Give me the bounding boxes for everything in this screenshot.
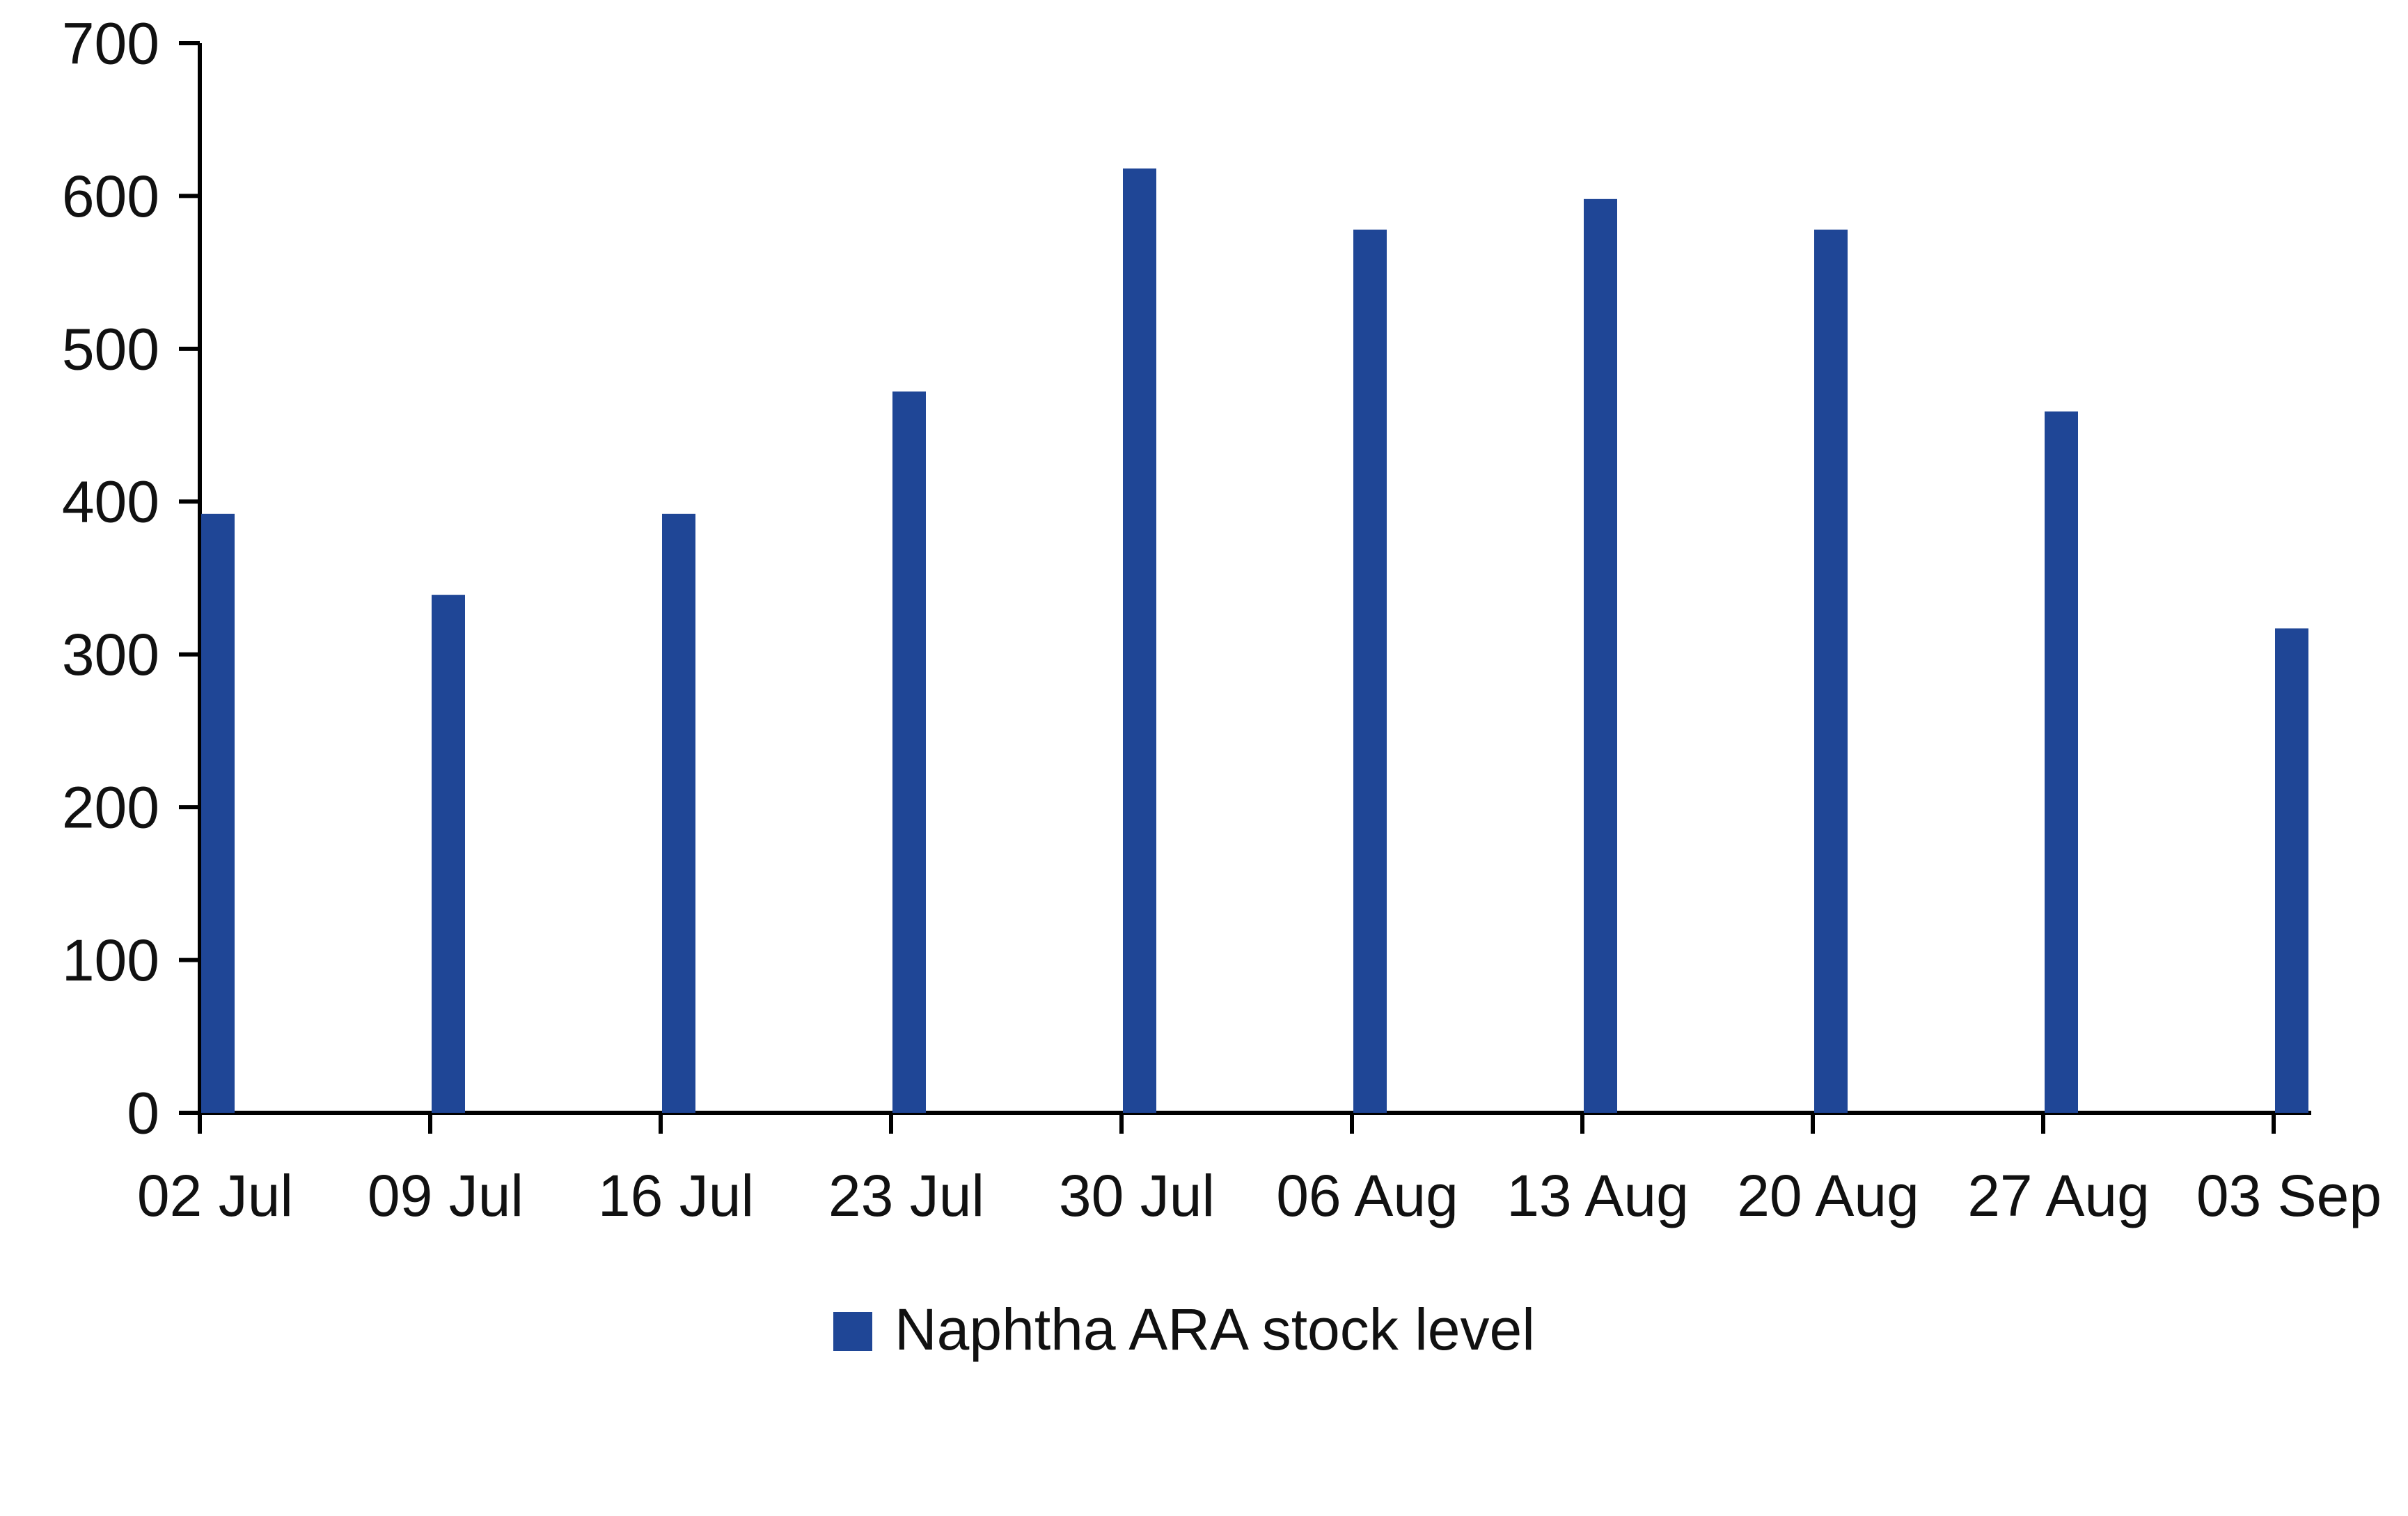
y-tick-label: 500: [62, 316, 159, 382]
legend: Naphtha ARA stock level: [833, 1297, 1535, 1362]
x-tick-label: 06 Aug: [1276, 1163, 1458, 1228]
x-axis: 02 Jul 09 Jul 16 Jul 23 Jul 30 Jul 06 Aug 13 A…: [137, 1111, 2382, 1228]
bar-23-jul: [892, 391, 926, 1113]
y-tick-label: 100: [62, 928, 159, 993]
bar-09-jul: [432, 595, 465, 1113]
legend-label: Naphtha ARA stock level: [895, 1297, 1535, 1362]
x-tick-label: 23 Jul: [828, 1163, 984, 1228]
x-tick-label: 02 Jul: [137, 1163, 293, 1228]
x-tick-label: 09 Jul: [368, 1163, 524, 1228]
bar-30-jul: [1123, 168, 1156, 1113]
bar-series: [201, 168, 2308, 1113]
x-tick-label: 27 Aug: [1967, 1163, 2150, 1228]
y-tick-label: 200: [62, 775, 159, 841]
y-axis: 0 100 200 300 400 500 600 700: [62, 10, 202, 1146]
x-tick-label: 03 Sep: [2196, 1163, 2382, 1228]
x-tick-label: 20 Aug: [1737, 1163, 1919, 1228]
y-tick-label: 300: [62, 622, 159, 687]
bar-06-aug: [1353, 229, 1387, 1113]
x-tick-label: 13 Aug: [1506, 1163, 1689, 1228]
bar-27-aug: [2045, 411, 2078, 1113]
bar-16-jul: [662, 513, 695, 1113]
legend-swatch: [833, 1312, 872, 1351]
bar-13-aug: [1584, 198, 1617, 1113]
y-tick-label: 600: [62, 164, 159, 229]
bar-20-aug: [1814, 229, 1848, 1113]
y-tick-label: 400: [62, 469, 159, 535]
x-tick-label: 30 Jul: [1059, 1163, 1215, 1228]
x-tick-label: 16 Jul: [598, 1163, 754, 1228]
bar-02-jul: [201, 513, 235, 1113]
bar-03-sep: [2275, 628, 2308, 1113]
y-tick-label: 700: [62, 10, 159, 76]
y-tick-label: 0: [127, 1080, 159, 1146]
